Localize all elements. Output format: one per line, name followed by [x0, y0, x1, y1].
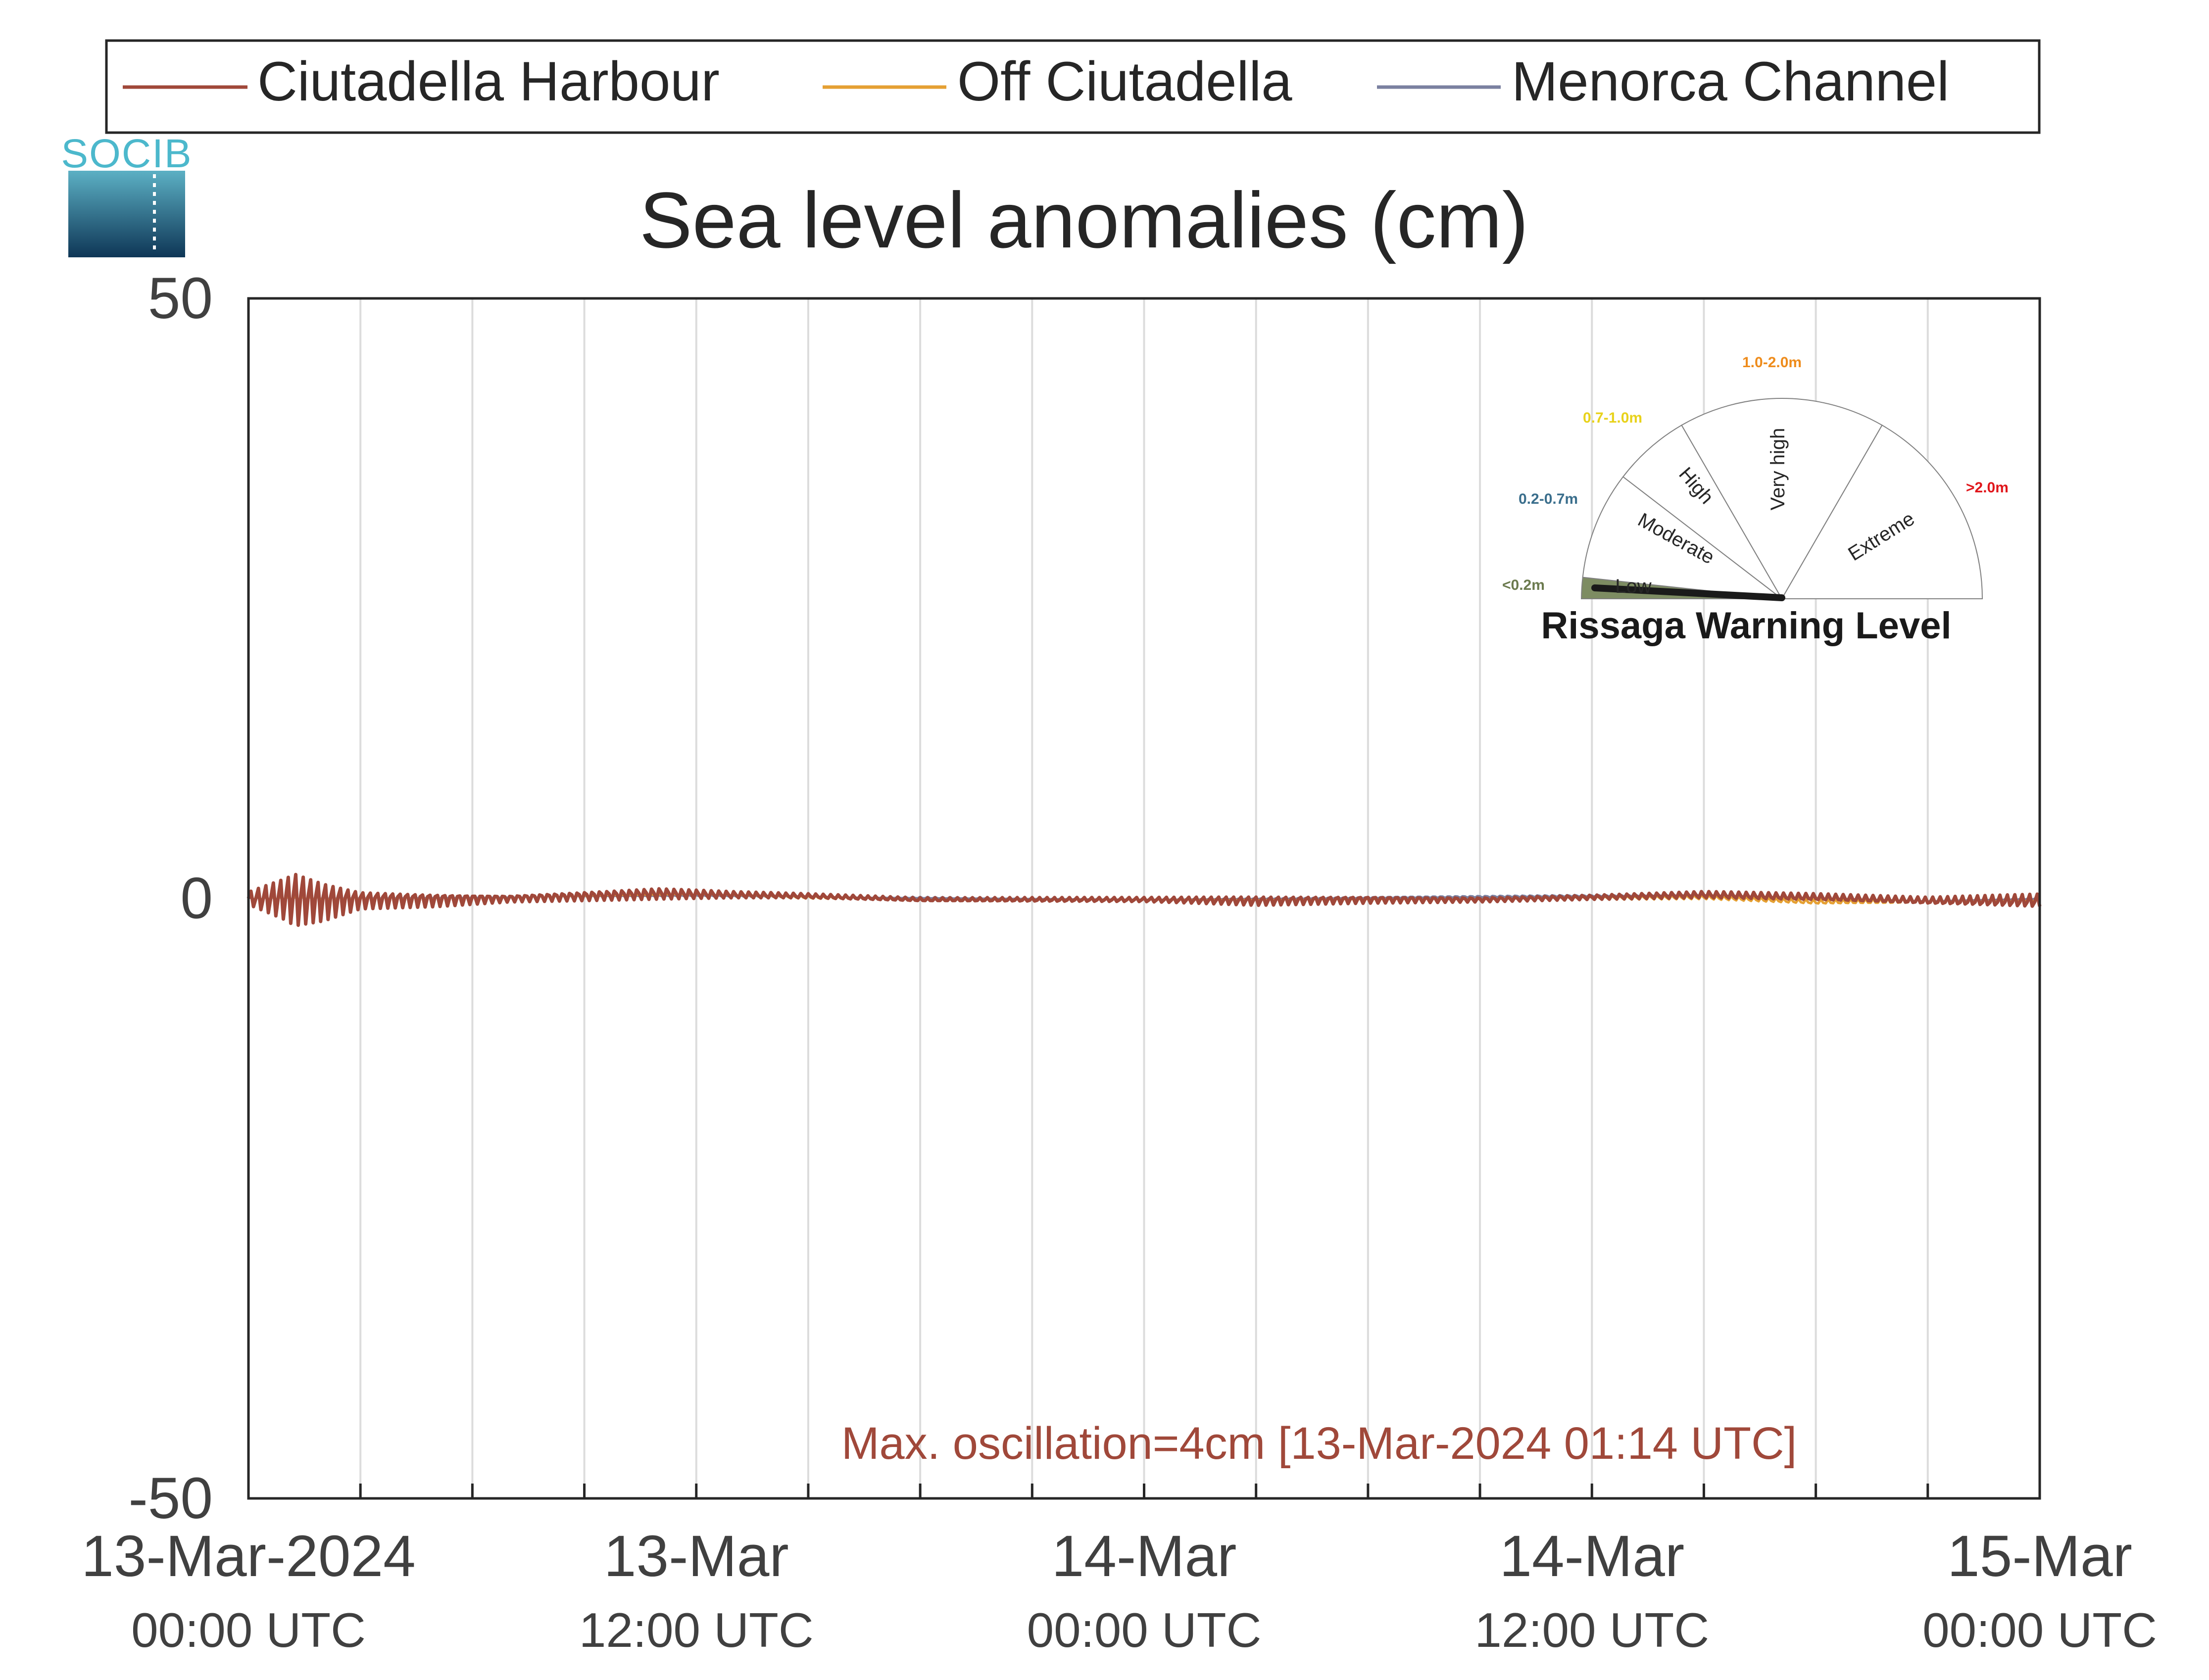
- plot-area: [246, 297, 2042, 1500]
- gauge-sector-very-high: [1681, 398, 1883, 600]
- series-line: [246, 872, 2042, 927]
- gauge-sector-high: [1622, 424, 1782, 599]
- gauge-range-low: <0.2m: [1502, 577, 1545, 593]
- x-tick-label-time: 00:00 UTC: [1027, 1603, 1262, 1657]
- x-tick-label-time: 00:00 UTC: [1922, 1603, 2157, 1657]
- x-tick-label-date: 13-Mar-2024: [81, 1524, 416, 1589]
- gauge-range-very-high: 1.0-2.0m: [1742, 354, 1802, 371]
- y-tick-labels: -50 0 50: [128, 266, 213, 1531]
- legend: Ciutadella Harbour Off Ciutadella Menorc…: [105, 39, 2041, 134]
- gauge-title: Rissaga Warning Level: [1541, 605, 1951, 647]
- y-tick-label: 50: [148, 266, 213, 331]
- x-tick-label-date: 13-Mar: [604, 1524, 789, 1589]
- x-tick-label-time: 00:00 UTC: [131, 1603, 366, 1657]
- x-tick-label-time: 12:00 UTC: [1474, 1603, 1709, 1657]
- x-tick-label-date: 14-Mar: [1052, 1524, 1237, 1589]
- socib-logo: SOCIB: [61, 131, 192, 257]
- gauge-label-low: Low: [1615, 576, 1651, 597]
- y-tick-label: -50: [128, 1466, 213, 1531]
- legend-label-ciutadella-harbour: Ciutadella Harbour: [257, 50, 720, 112]
- gauge-range-moderate: 0.2-0.7m: [1519, 491, 1578, 507]
- x-tick-labels: 13-Mar-2024 00:00 UTC 13-Mar 12:00 UTC 14-Ma…: [81, 1524, 2157, 1657]
- x-tick-label-time: 12:00 UTC: [579, 1603, 814, 1657]
- chart-title: Sea level anomalies (cm): [639, 176, 1528, 264]
- rissaga-gauge: Low Moderate High Very high Extreme <0.2…: [1502, 354, 2009, 647]
- legend-label-menorca-channel: Menorca Channel: [1512, 50, 1949, 112]
- gauge-sector-moderate: [1582, 476, 1784, 600]
- gauge-needle: [1591, 584, 1785, 601]
- series-layer: [246, 872, 2042, 927]
- gauge-range-extreme: >2.0m: [1966, 480, 2009, 496]
- legend-box: [105, 39, 2041, 134]
- gauge-label-very-high: Very high: [1767, 428, 1789, 511]
- x-tick-label-date: 14-Mar: [1499, 1524, 1684, 1589]
- logo-text: SOCIB: [61, 131, 192, 176]
- legend-label-off-ciutadella: Off Ciutadella: [957, 50, 1292, 112]
- gauge-sector-extreme: [1781, 424, 1983, 599]
- gauge-range-high: 0.7-1.0m: [1583, 410, 1642, 426]
- max-oscillation-annotation: Max. oscillation=4cm [13-Mar-2024 01:14 …: [841, 1418, 1797, 1469]
- logo-block: [68, 171, 185, 257]
- x-tick-label-date: 15-Mar: [1947, 1524, 2132, 1589]
- x-ticks: [247, 1484, 2041, 1498]
- y-tick-label: 0: [180, 866, 213, 931]
